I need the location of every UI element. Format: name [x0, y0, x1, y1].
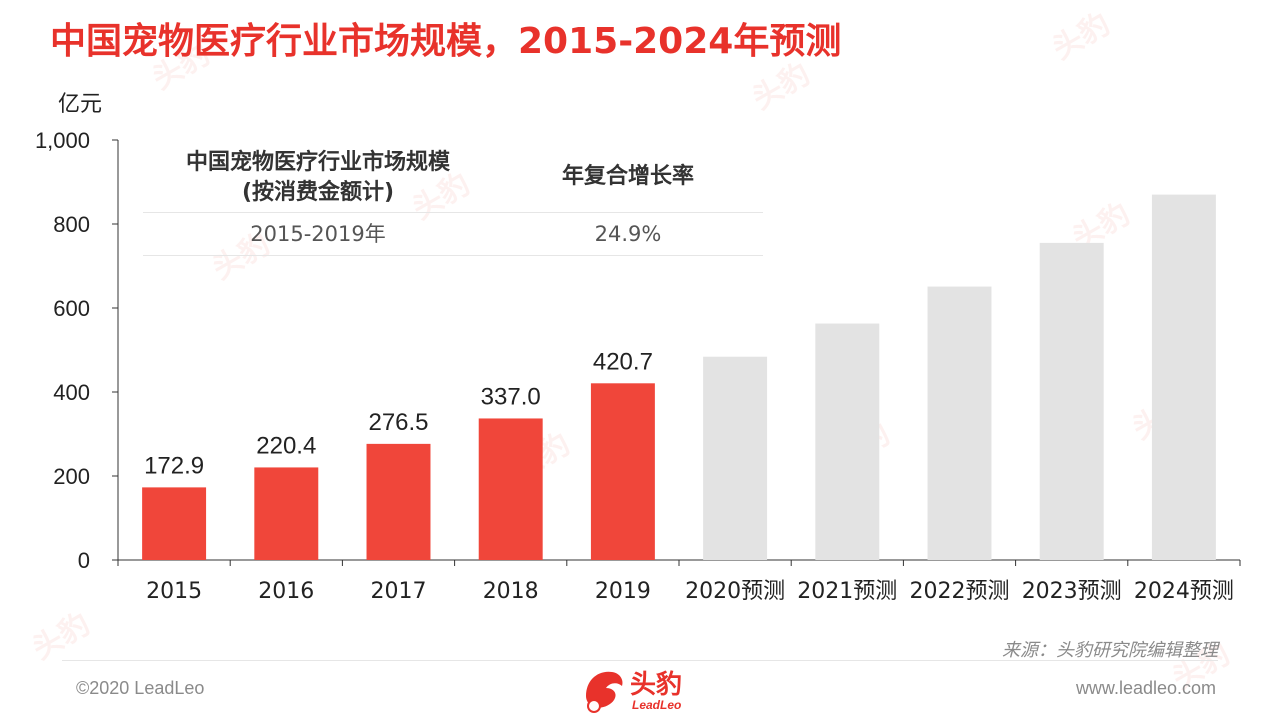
bar-value-label: 220.4: [256, 432, 316, 459]
forecast-bar: [815, 323, 880, 560]
x-category-label: 2024预测: [1134, 579, 1234, 604]
cagr-table-row: 2015-2019年 24.9%: [143, 213, 763, 256]
cagr-value: 24.9%: [594, 222, 662, 246]
actual-bar: [478, 418, 543, 560]
forecast-bar: [1039, 242, 1104, 560]
bar-value-label: 420.7: [593, 348, 653, 375]
leadleo-logo: 头豹 LeadLeo: [580, 662, 710, 718]
source-note: 来源：头豹研究院编辑整理: [1002, 640, 1218, 661]
x-category-label: 2018: [483, 579, 539, 604]
y-tick-label: 800: [53, 212, 90, 237]
forecast-bar: [703, 356, 768, 560]
bar-value-label: 337.0: [481, 383, 541, 410]
logo-text: 头豹: [630, 670, 683, 700]
y-tick-label: 400: [53, 380, 90, 405]
x-category-label: 2022预测: [910, 579, 1010, 604]
actual-bar: [142, 487, 207, 560]
y-axis-unit: 亿元: [58, 92, 103, 117]
cagr-header-line1: 中国宠物医疗行业市场规模: [185, 150, 450, 175]
cagr-table-header-metric: 中国宠物医疗行业市场规模 (按消费金额计): [143, 140, 493, 212]
copyright-text: ©2020 LeadLeo: [76, 678, 205, 698]
cagr-table: 中国宠物医疗行业市场规模 (按消费金额计) 年复合增长率 2015-2019年 …: [143, 140, 763, 256]
page-title: 中国宠物医疗行业市场规模，2015-2024年预测: [50, 21, 842, 62]
bar-value-label: 172.9: [144, 452, 204, 479]
x-category-label: 2023预测: [1022, 579, 1122, 604]
bar-value-label: 276.5: [368, 409, 428, 436]
cagr-table-header: 中国宠物医疗行业市场规模 (按消费金额计) 年复合增长率: [143, 140, 763, 213]
x-category-label: 2020预测: [685, 579, 785, 604]
forecast-bar: [1151, 194, 1216, 560]
actual-bar: [590, 383, 655, 560]
cagr-period: 2015-2019年: [250, 222, 386, 246]
y-tick-label: 600: [53, 296, 90, 321]
leopard-logo-icon: [586, 671, 623, 713]
website-link[interactable]: www.leadleo.com: [1075, 678, 1216, 698]
x-category-label: 2015: [146, 579, 202, 604]
x-category-label: 2016: [258, 579, 314, 604]
y-tick-label: 0: [78, 548, 90, 573]
footer-divider: [62, 660, 1218, 661]
x-category-label: 2019: [595, 579, 651, 604]
cagr-table-header-rate: 年复合增长率: [561, 164, 694, 189]
forecast-bar: [927, 286, 992, 560]
y-tick-label: 1,000: [35, 128, 90, 153]
x-category-label: 2021预测: [797, 579, 897, 604]
actual-bar: [366, 443, 431, 560]
y-tick-label: 200: [53, 464, 90, 489]
cagr-header-line2: (按消费金额计): [241, 180, 395, 205]
actual-bar: [254, 467, 319, 560]
logo-subtext: LeadLeo: [632, 698, 682, 712]
x-category-label: 2017: [371, 579, 427, 604]
